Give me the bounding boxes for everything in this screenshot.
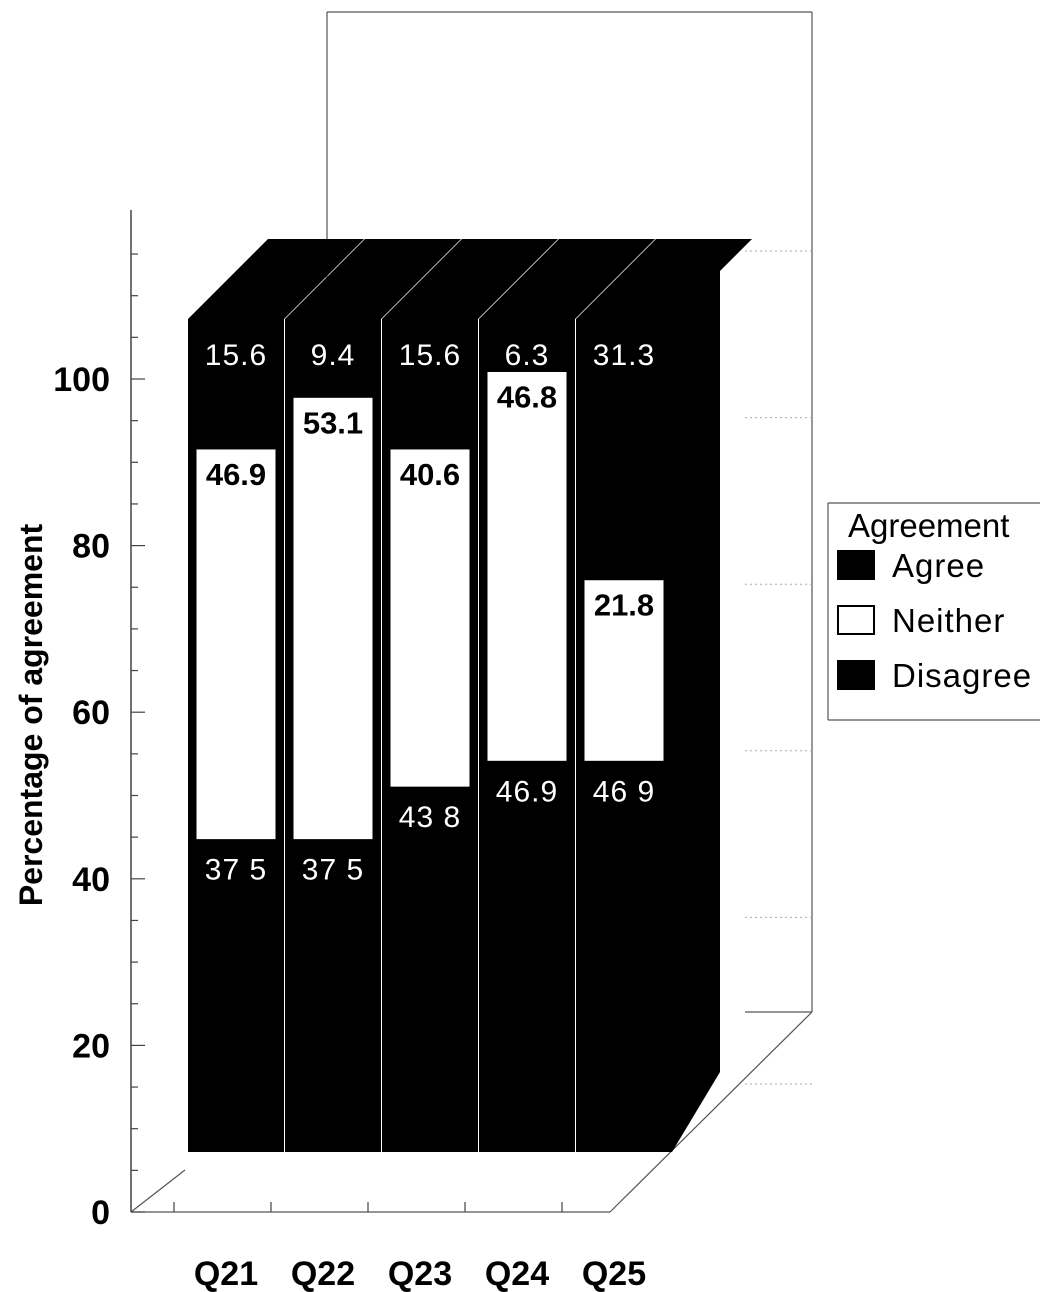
value-label-agree: 6.3: [505, 339, 550, 372]
x-category-label: Q21: [194, 1255, 258, 1292]
x-category-label: Q24: [485, 1255, 549, 1292]
x-axis: Q21 Q22 Q23 Q24 Q25: [173, 1202, 646, 1292]
bar-top-face: [382, 239, 558, 319]
bar-segment-neither: [389, 448, 471, 788]
legend-item-label: Disagree: [892, 657, 1032, 694]
y-tick-label: 100: [53, 361, 110, 399]
y-tick-label: 20: [72, 1027, 110, 1065]
value-label-disagree: 37 5: [302, 854, 364, 887]
floor-right-edge: [609, 1011, 813, 1213]
y-tick-label: 40: [72, 861, 110, 899]
bar-segment-neither: [486, 370, 568, 762]
y-tick-label: 0: [91, 1194, 110, 1232]
value-label-disagree: 43 8: [399, 801, 461, 834]
value-label-disagree: 46.9: [496, 775, 558, 808]
legend-swatch: [837, 605, 875, 635]
value-label-disagree: 37 5: [205, 854, 267, 887]
value-label-disagree: 46 9: [593, 775, 655, 808]
bar-segment-neither: [583, 579, 665, 762]
legend-swatch: [837, 550, 875, 580]
y-tick-label: 60: [72, 694, 110, 732]
bar-group: [188, 239, 752, 1152]
bar-side-face: [672, 239, 720, 1152]
value-labels: 46.9 37 5 15.6 53.1 37 5 9.4 40.6 43 8 15.6 46.8 4…: [205, 339, 655, 887]
bar-top-face: [188, 239, 364, 319]
legend: Agreement Agree Neither Disagree: [827, 502, 1040, 721]
legend-title: Agreement: [848, 507, 1009, 544]
chart-3d-frame: [130, 11, 813, 1213]
y-axis-title: Percentage of agreement: [13, 523, 49, 906]
legend-item-label: Neither: [892, 602, 1005, 639]
bar-top-face: [285, 239, 461, 319]
bar-top-face: [479, 239, 655, 319]
value-label-neither: 46.8: [497, 379, 557, 414]
legend-item-label: Agree: [892, 547, 985, 584]
bar-segment-neither: [195, 448, 277, 841]
value-label-agree: 31.3: [593, 339, 655, 372]
value-label-agree: 9.4: [311, 339, 356, 372]
y-tick-label: 80: [72, 528, 110, 566]
y-axis: 0 20 40 60 80 100: [53, 210, 145, 1232]
value-label-neither: 40.6: [400, 457, 460, 492]
value-label-agree: 15.6: [399, 339, 461, 372]
x-category-label: Q22: [291, 1255, 355, 1292]
legend-swatch: [837, 660, 875, 690]
x-category-label: Q23: [388, 1255, 452, 1292]
value-label-neither: 21.8: [594, 588, 654, 623]
bar-segment-neither: [292, 396, 374, 841]
value-label-agree: 15.6: [205, 339, 267, 372]
value-label-neither: 46.9: [206, 457, 266, 492]
value-label-neither: 53.1: [303, 405, 363, 440]
x-category-label: Q25: [582, 1255, 646, 1292]
floor-left-edge: [130, 1169, 186, 1213]
